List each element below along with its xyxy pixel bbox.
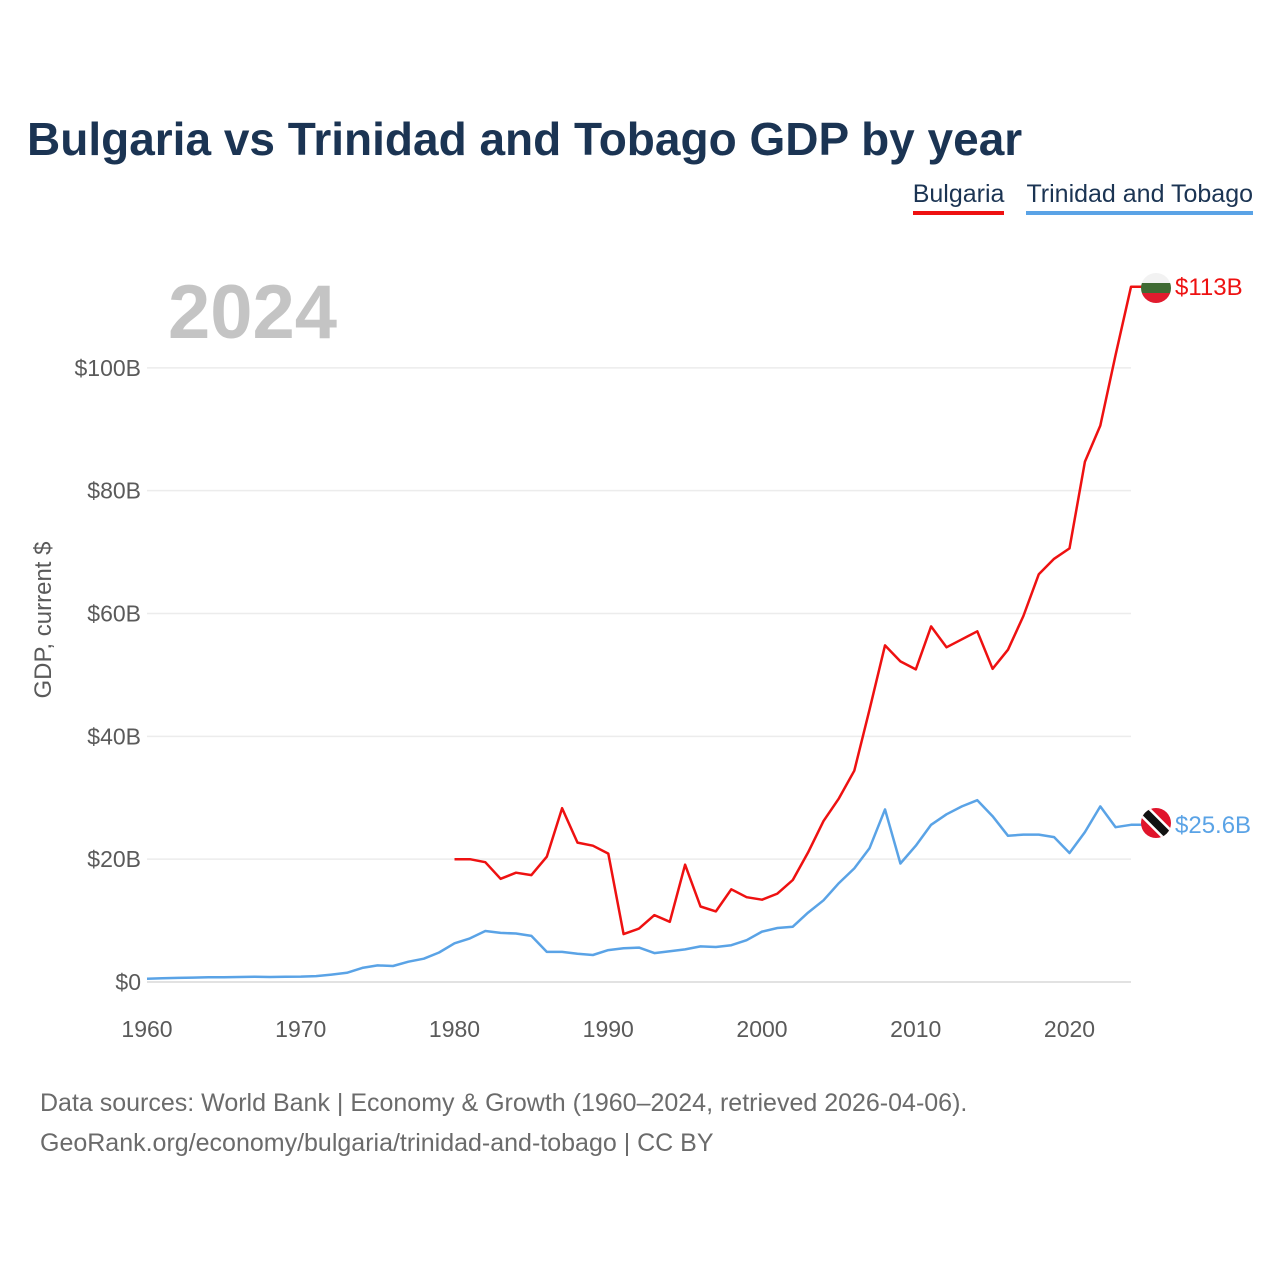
- y-axis-label: GDP, current $: [30, 542, 57, 699]
- x-tick-label: 1970: [275, 1016, 326, 1042]
- x-tick-label: 2010: [890, 1016, 941, 1042]
- source-line-1: Data sources: World Bank | Economy & Gro…: [40, 1089, 968, 1117]
- chart-title: Bulgaria vs Trinidad and Tobago GDP by y…: [27, 113, 1023, 165]
- x-tick-label: 2000: [736, 1016, 787, 1042]
- y-tick-label: $0: [115, 969, 141, 995]
- data-source-note: Data sources: World Bank | Economy & Gro…: [40, 1083, 967, 1163]
- x-tick-label: 2020: [1044, 1016, 1095, 1042]
- x-tick-label: 1980: [429, 1016, 480, 1042]
- legend-item-bulgaria[interactable]: Bulgaria: [912, 180, 1005, 215]
- end-value-label: $25.6B: [1175, 812, 1251, 839]
- trinidad-and-tobago-flag-icon: [1141, 808, 1171, 838]
- x-tick-label: 1960: [121, 1016, 172, 1042]
- y-tick-label: $80B: [87, 478, 141, 504]
- series-line-trinidad-and-tobago[interactable]: [146, 798, 1143, 980]
- y-tick-label: $20B: [87, 846, 141, 872]
- y-tick-label: $40B: [87, 723, 141, 749]
- legend-item-trinidad-and-tobago[interactable]: Trinidad and Tobago: [1026, 180, 1253, 215]
- x-tick-label: 1990: [583, 1016, 634, 1042]
- y-tick-label: $100B: [74, 355, 141, 381]
- current-year-label: 2024: [168, 270, 337, 355]
- end-value-label: $113B: [1175, 274, 1243, 301]
- y-tick-label: $60B: [87, 601, 141, 627]
- legend: Bulgaria Trinidad and Tobago: [912, 180, 1253, 215]
- source-link[interactable]: GeoRank.org/economy/bulgaria/trinidad-an…: [40, 1129, 714, 1157]
- bulgaria-flag-icon: [1141, 273, 1171, 303]
- series-line-bulgaria[interactable]: [454, 285, 1144, 936]
